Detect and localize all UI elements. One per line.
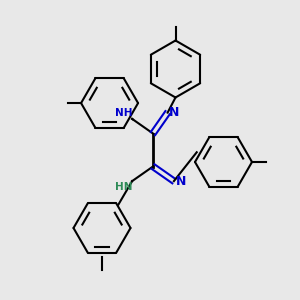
- Text: N: N: [169, 106, 179, 119]
- Text: N: N: [176, 175, 186, 188]
- Text: NH: NH: [115, 108, 132, 118]
- Text: HN: HN: [115, 182, 132, 192]
